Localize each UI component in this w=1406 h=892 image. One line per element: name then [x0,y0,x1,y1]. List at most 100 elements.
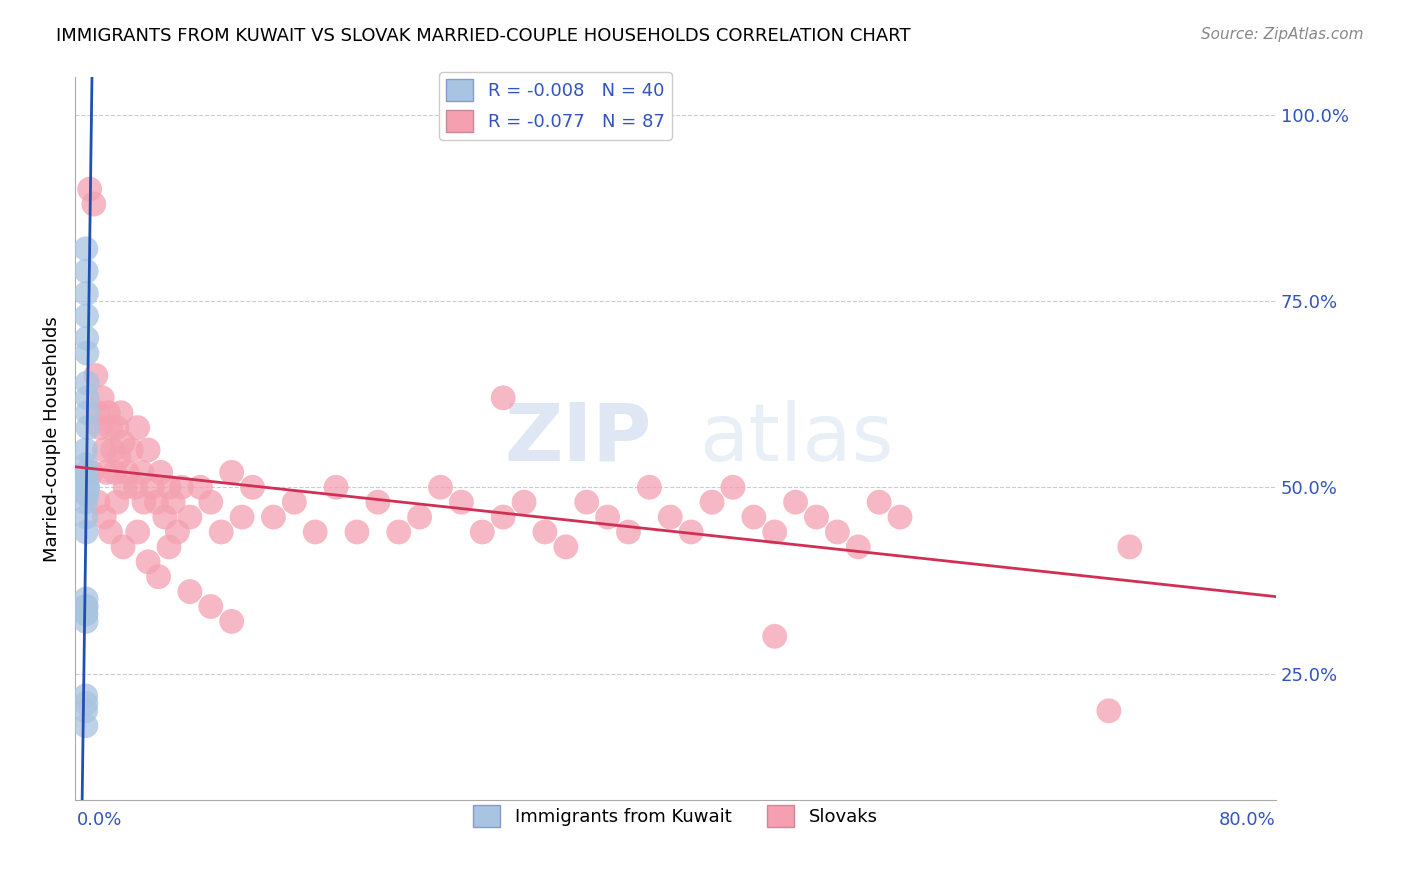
Point [76,480,98,494]
Point [75,592,97,607]
Point [471,524,494,539]
Point [75,524,97,539]
Point [763,629,786,643]
Point [76,480,98,494]
Point [179,510,201,524]
Point [76,346,98,360]
Point [75,599,97,614]
Point [681,524,703,539]
Point [534,524,557,539]
Y-axis label: Married-couple Households: Married-couple Households [44,316,60,562]
Point [75,458,97,472]
Point [127,420,149,434]
Point [149,466,172,480]
Point [75,480,97,494]
Point [806,510,828,524]
Point [136,442,159,457]
Point [157,480,180,494]
Point [76,376,98,390]
Legend: Immigrants from Kuwait, Slovaks: Immigrants from Kuwait, Slovaks [465,798,886,835]
Point [75,607,97,621]
Point [188,480,211,494]
Point [596,510,619,524]
Point [763,524,786,539]
Point [127,524,149,539]
Point [75,242,97,256]
Point [262,510,284,524]
Point [554,540,576,554]
Point [408,510,430,524]
Point [157,540,180,554]
Point [76,331,98,345]
Point [153,510,176,524]
Point [742,510,765,524]
Point [75,480,97,494]
Point [124,480,146,494]
Point [1098,704,1121,718]
Point [346,524,368,539]
Point [785,495,807,509]
Point [1119,540,1142,554]
Point [75,473,97,487]
Point [75,264,97,278]
Point [132,495,155,509]
Point [145,495,167,509]
Point [131,466,153,480]
Point [75,466,97,480]
Point [304,524,326,539]
Point [75,719,97,733]
Point [79,182,101,196]
Point [200,495,222,509]
Text: atlas: atlas [700,400,894,478]
Point [76,391,98,405]
Point [75,704,97,718]
Point [283,495,305,509]
Point [492,391,515,405]
Point [97,406,120,420]
Point [659,510,682,524]
Point [104,466,127,480]
Point [75,495,97,509]
Text: ZIP: ZIP [505,400,651,478]
Point [209,524,232,539]
Point [450,495,472,509]
Point [112,435,135,450]
Point [617,524,640,539]
Point [76,406,98,420]
Point [75,615,97,629]
Text: 80.0%: 80.0% [1219,811,1277,829]
Point [75,286,97,301]
Point [221,466,243,480]
Point [868,495,890,509]
Point [721,480,744,494]
Point [575,495,598,509]
Point [100,420,122,434]
Point [76,488,98,502]
Point [110,406,132,420]
Point [513,495,536,509]
Point [846,540,869,554]
Point [77,420,100,434]
Point [89,420,111,434]
Point [889,510,911,524]
Point [76,480,98,494]
Point [492,510,515,524]
Point [108,450,131,465]
Point [75,480,97,494]
Point [162,495,184,509]
Point [93,442,115,457]
Text: IMMIGRANTS FROM KUWAIT VS SLOVAK MARRIED-COUPLE HOUSEHOLDS CORRELATION CHART: IMMIGRANTS FROM KUWAIT VS SLOVAK MARRIED… [56,27,911,45]
Point [429,480,451,494]
Point [367,495,389,509]
Point [75,599,97,614]
Point [179,584,201,599]
Point [325,480,347,494]
Point [166,524,188,539]
Point [700,495,723,509]
Point [638,480,661,494]
Point [75,697,97,711]
Point [76,309,98,323]
Point [101,442,124,457]
Point [96,466,118,480]
Point [141,480,163,494]
